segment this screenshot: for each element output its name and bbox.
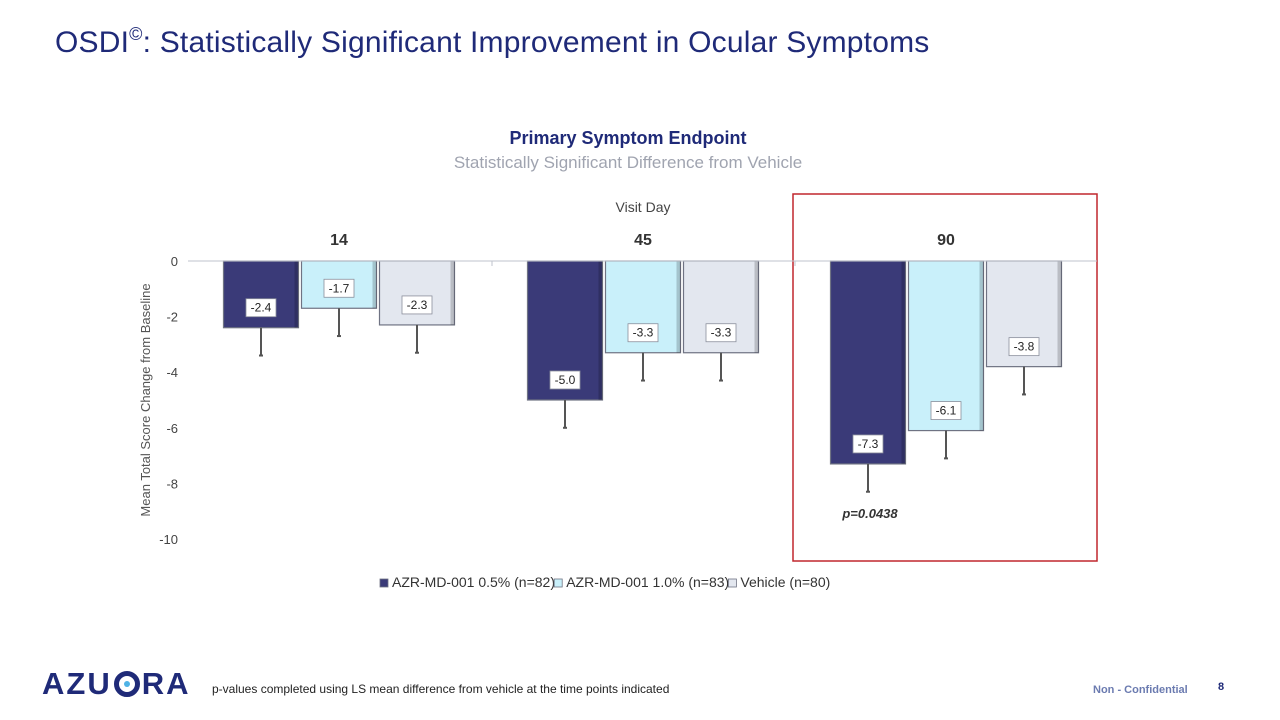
y-tick-label: 0 (171, 254, 178, 269)
y-tick-label: -8 (166, 476, 178, 491)
bar-shadow (598, 261, 603, 400)
category-label-45: 45 (634, 232, 652, 249)
data-label: -2.4 (251, 301, 272, 315)
y-tick-label: -10 (159, 532, 178, 547)
data-label-box (245, 298, 277, 318)
bar-shadow (372, 261, 377, 309)
bar-shadow (1057, 261, 1062, 367)
data-label-box (549, 370, 581, 390)
bar-shadow (294, 261, 299, 328)
data-label: -6.1 (936, 404, 957, 418)
y-axis-label: Mean Total Score Change from Baseline (138, 283, 153, 516)
slide-title: OSDI©: Statistically Significant Improve… (55, 24, 930, 59)
bar-2-90 (907, 260, 985, 432)
confidentiality-label: Non - Confidential (1093, 684, 1188, 696)
category-label-90: 90 (937, 232, 955, 249)
y-tick-label: -2 (166, 310, 178, 325)
bar-shadow (901, 261, 906, 464)
y-tick-label: -6 (166, 421, 178, 436)
data-label: -3.3 (633, 326, 654, 340)
chart-subtitle: Statistically Significant Difference fro… (454, 153, 802, 172)
data-label: -2.3 (407, 298, 428, 312)
legend-swatch-2 (553, 578, 563, 588)
data-label-box (323, 278, 355, 298)
bar-1-14 (222, 260, 300, 329)
data-label-box (930, 401, 962, 420)
data-label-box (627, 323, 659, 343)
footnote: p-values completed using LS mean differe… (212, 682, 670, 696)
p-value-annotation: p=0.0438 (841, 506, 898, 521)
data-label: -3.3 (711, 326, 732, 340)
bar-shadow (754, 261, 759, 353)
data-label: -1.7 (329, 281, 350, 295)
data-label-box (705, 323, 737, 343)
copyright-symbol: © (129, 24, 143, 44)
category-label-14: 14 (330, 232, 348, 249)
legend-label-3: Vehicle (n=80) (740, 574, 830, 590)
x-axis-label: Visit Day (616, 199, 671, 215)
legend-label-2: AZR-MD-001 1.0% (n=83) (566, 574, 729, 590)
bar-1-90 (829, 260, 907, 465)
legend-swatch-3 (728, 578, 737, 588)
data-label-box (401, 295, 433, 315)
eye-icon (113, 671, 140, 697)
data-label: -3.8 (1014, 340, 1035, 354)
page-number: 8 (1218, 681, 1225, 693)
data-label-box (1008, 337, 1040, 357)
highlight-box (792, 193, 1098, 562)
y-tick-label: -4 (166, 365, 178, 380)
data-label: -5.0 (555, 373, 576, 387)
bar-shadow (676, 261, 681, 353)
bar-shadow (450, 261, 455, 325)
data-label-box (852, 434, 884, 454)
data-label: -7.3 (858, 437, 879, 451)
chart-title: Primary Symptom Endpoint (509, 128, 746, 148)
azura-logo: AZ U RA (42, 666, 191, 701)
legend-swatch-1 (379, 578, 389, 588)
bar-shadow (979, 261, 984, 431)
legend-label-1: AZR-MD-001 0.5% (n=82) (392, 574, 555, 590)
bar-3-14 (378, 260, 456, 326)
